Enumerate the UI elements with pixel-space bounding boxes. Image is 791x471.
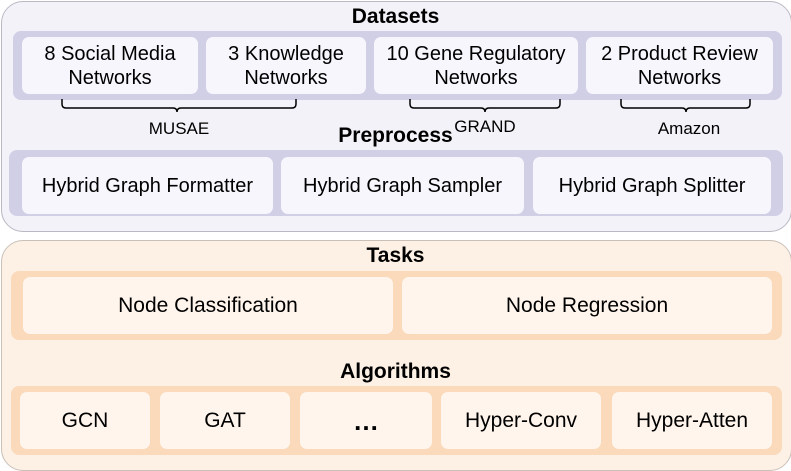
tasks-title: Tasks [366, 244, 425, 267]
amazon-brace [620, 99, 751, 113]
algorithm-hyper-conv: Hyper-Conv [441, 392, 601, 449]
source-amazon: Amazon [657, 119, 721, 138]
musae-brace [61, 99, 297, 113]
dataset-knowledge-line2: Networks [244, 66, 328, 89]
hybrid-graph-splitter: Hybrid Graph Splitter [533, 157, 771, 214]
dataset-knowledge-line1: 3 Knowledge [228, 42, 344, 65]
algorithm-gat: GAT [160, 392, 290, 449]
source-musae: MUSAE [148, 119, 210, 138]
hybrid-graph-sampler: Hybrid Graph Sampler [281, 157, 524, 214]
dataset-social-media: 8 Social Media Networks [22, 37, 198, 94]
node-classification: Node Classification [23, 277, 393, 334]
dataset-product-review-line1: 2 Product Review [601, 42, 758, 65]
preprocess-title: Preprocess [338, 124, 453, 147]
source-grand: GRAND [454, 117, 516, 136]
dataset-gene-regulatory-line2: Networks [434, 66, 518, 89]
algorithm-gcn: GCN [20, 392, 150, 449]
dataset-social-media-line1: 8 Social Media [44, 42, 176, 65]
algorithm-hyper-atten: Hyper-Atten [612, 392, 772, 449]
dataset-social-media-line2: Networks [68, 66, 152, 89]
dataset-product-review: 2 Product Review Networks [586, 37, 773, 94]
algorithms-title: Algorithms [340, 360, 451, 383]
grand-brace [409, 99, 561, 113]
dataset-gene-regulatory-line1: 10 Gene Regulatory [386, 42, 566, 65]
dataset-product-review-line2: Networks [637, 66, 722, 89]
hybrid-graph-formatter: Hybrid Graph Formatter [22, 157, 273, 214]
dataset-gene-regulatory: 10 Gene Regulatory Networks [374, 37, 578, 94]
node-regression: Node Regression [402, 277, 772, 334]
dataset-knowledge: 3 Knowledge Networks [206, 37, 366, 94]
datasets-title: Datasets [351, 5, 440, 28]
algorithm-ellipsis: … [300, 392, 432, 449]
